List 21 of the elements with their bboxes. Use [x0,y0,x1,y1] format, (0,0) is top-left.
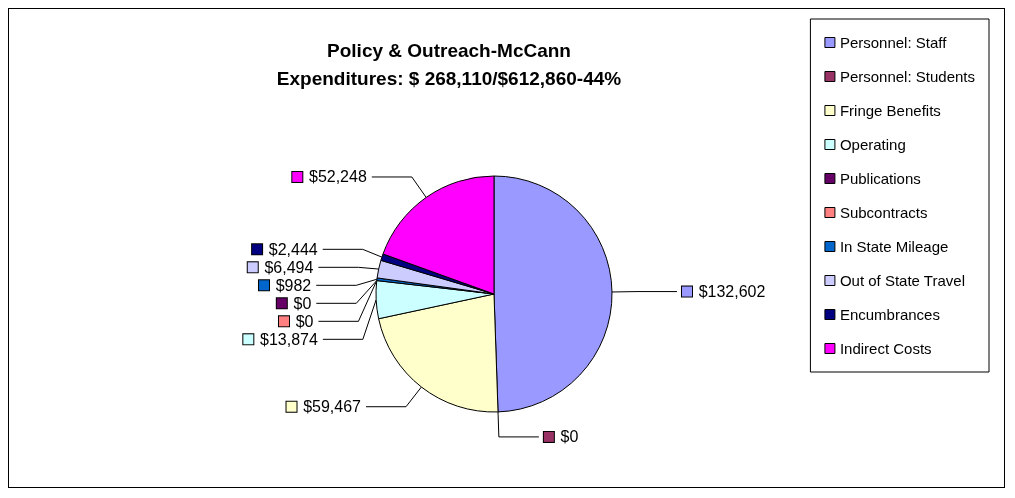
data-label: $6,494 [264,258,314,276]
data-label: $132,602 [698,283,766,301]
legend-label: Personnel: Students [839,68,976,85]
legend-label: Indirect Costs [839,340,932,357]
legend-label: Operating [839,136,906,153]
legend-label: In State Mileage [839,238,949,255]
data-label: $13,874 [259,330,318,348]
legend-label: Out of State Travel [839,272,965,289]
legend-label: Personnel: Staff [839,34,948,51]
legend-label: Fringe Benefits [839,102,941,119]
data-label: $52,248 [308,168,367,186]
text: $0 [293,294,312,312]
data-label: $982 [275,276,312,294]
text: Policy & Outreach-McCann Expenditures: $ 268,110/$612,860-44% [276,39,622,89]
data-label: $59,467 [303,398,362,416]
legend-label: Encumbrances [839,306,940,323]
data-label: $2,444 [268,240,318,258]
legend-label: Publications [839,170,921,187]
text: $0 [560,428,579,446]
legend-label: Subcontracts [839,204,928,221]
text: $0 [295,312,314,330]
